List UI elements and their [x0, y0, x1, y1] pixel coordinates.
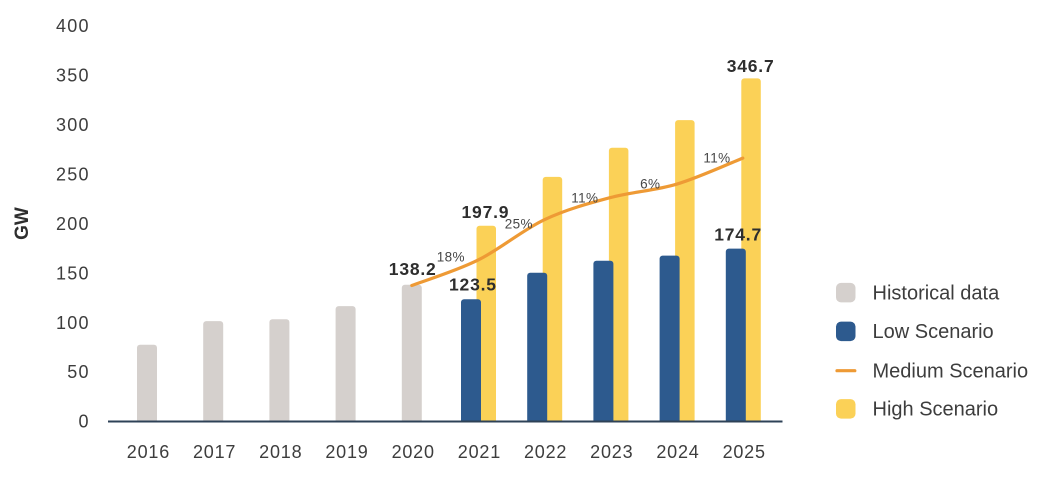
svg-text:50: 50: [67, 362, 89, 382]
svg-text:2022: 2022: [524, 442, 567, 462]
svg-text:2021: 2021: [458, 442, 501, 462]
svg-text:150: 150: [56, 263, 90, 283]
svg-text:Medium Scenario: Medium Scenario: [873, 361, 1029, 383]
svg-text:100: 100: [56, 313, 90, 333]
svg-text:Low Scenario: Low Scenario: [873, 321, 994, 343]
svg-text:2019: 2019: [325, 442, 368, 462]
svg-text:2016: 2016: [127, 442, 170, 462]
svg-text:346.7: 346.7: [727, 56, 775, 76]
svg-text:2018: 2018: [259, 442, 302, 462]
svg-text:138.2: 138.2: [389, 259, 437, 279]
svg-text:197.9: 197.9: [462, 202, 510, 222]
svg-text:2017: 2017: [193, 442, 236, 462]
svg-text:123.5: 123.5: [449, 275, 497, 295]
svg-text:400: 400: [56, 16, 90, 36]
svg-text:25%: 25%: [505, 216, 533, 231]
svg-text:18%: 18%: [437, 250, 465, 265]
svg-text:174.7: 174.7: [714, 225, 762, 245]
svg-text:200: 200: [56, 214, 90, 234]
svg-text:GW: GW: [12, 207, 33, 240]
svg-text:2025: 2025: [723, 442, 766, 462]
svg-text:2023: 2023: [590, 442, 633, 462]
svg-text:6%: 6%: [640, 176, 660, 191]
svg-text:11%: 11%: [703, 150, 730, 165]
svg-text:300: 300: [56, 115, 90, 135]
svg-text:0: 0: [78, 412, 89, 432]
svg-text:Historical data: Historical data: [873, 282, 1001, 304]
svg-text:11%: 11%: [571, 191, 598, 206]
svg-text:250: 250: [56, 164, 90, 184]
svg-text:High Scenario: High Scenario: [873, 399, 999, 421]
svg-text:2024: 2024: [656, 442, 699, 462]
svg-text:350: 350: [56, 65, 90, 85]
svg-text:2020: 2020: [392, 442, 435, 462]
